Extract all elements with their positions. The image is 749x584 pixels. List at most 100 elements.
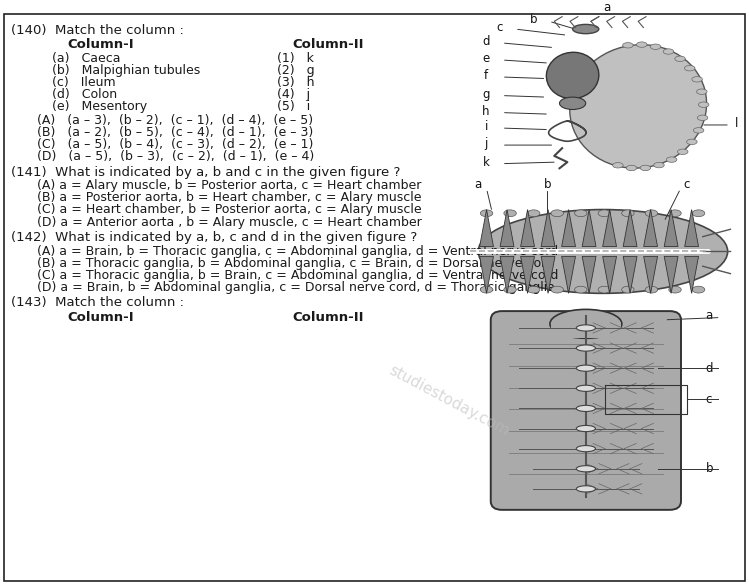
Text: c: c <box>496 21 503 34</box>
Text: b: b <box>544 179 551 192</box>
Text: (B) a = Posterior aorta, b = Heart chamber, c = Alary muscle: (B) a = Posterior aorta, b = Heart chamb… <box>37 192 422 204</box>
Ellipse shape <box>678 149 688 154</box>
FancyBboxPatch shape <box>491 311 681 510</box>
Bar <box>551 322 621 338</box>
Text: Column-I: Column-I <box>67 311 134 324</box>
Polygon shape <box>500 256 514 293</box>
Ellipse shape <box>663 49 673 54</box>
Text: a: a <box>475 179 482 192</box>
Ellipse shape <box>667 157 677 162</box>
Ellipse shape <box>697 89 707 95</box>
Polygon shape <box>685 256 699 293</box>
Ellipse shape <box>573 25 599 34</box>
Ellipse shape <box>576 446 595 452</box>
Text: (A) a = Brain, b = Thoracic ganglia, c = Abdominal ganglia, d = Ventral nerve co: (A) a = Brain, b = Thoracic ganglia, c =… <box>37 245 559 258</box>
Text: (4)   j: (4) j <box>277 88 310 101</box>
Text: g: g <box>482 88 490 100</box>
Polygon shape <box>562 210 575 246</box>
Text: e: e <box>482 52 490 65</box>
Ellipse shape <box>645 286 658 293</box>
Ellipse shape <box>576 365 595 371</box>
Text: d: d <box>482 35 490 48</box>
Text: (140)  Match the column :: (140) Match the column : <box>11 23 184 37</box>
Ellipse shape <box>551 286 563 293</box>
Text: b: b <box>530 13 537 26</box>
Text: d: d <box>706 361 713 375</box>
Ellipse shape <box>504 210 516 217</box>
Polygon shape <box>500 210 514 246</box>
Text: (D) a = Brain, b = Abdominal ganglia, c = Dorsal nerve cord, d = Thoracic gangli: (D) a = Brain, b = Abdominal ganglia, c … <box>37 281 556 294</box>
Text: (C) a = Heart chamber, b = Posterior aorta, c = Alary muscle: (C) a = Heart chamber, b = Posterior aor… <box>37 203 422 217</box>
Text: (5)   i: (5) i <box>277 100 310 113</box>
Polygon shape <box>664 210 678 246</box>
Ellipse shape <box>692 77 703 82</box>
Text: f: f <box>484 69 488 82</box>
Ellipse shape <box>576 465 595 472</box>
Ellipse shape <box>626 165 637 171</box>
Ellipse shape <box>598 210 610 217</box>
Ellipse shape <box>576 425 595 432</box>
Text: l: l <box>736 117 739 130</box>
Polygon shape <box>479 256 494 293</box>
Ellipse shape <box>669 210 682 217</box>
Ellipse shape <box>576 486 595 492</box>
Polygon shape <box>623 210 637 246</box>
Ellipse shape <box>697 115 708 120</box>
Polygon shape <box>603 210 616 246</box>
Ellipse shape <box>574 286 587 293</box>
Polygon shape <box>541 256 555 293</box>
Ellipse shape <box>622 286 634 293</box>
Polygon shape <box>479 210 494 246</box>
Text: j: j <box>485 137 488 150</box>
Text: studiestoday.com: studiestoday.com <box>386 363 512 439</box>
Text: k: k <box>482 155 490 169</box>
Ellipse shape <box>576 385 595 391</box>
Text: (B) a = Thoracic ganglia, b = Abdominal ganglia, c = Brain, d = Dorsal nerve cor: (B) a = Thoracic ganglia, b = Abdominal … <box>37 257 554 270</box>
Polygon shape <box>603 256 616 293</box>
Text: (1)   k: (1) k <box>277 52 314 65</box>
Ellipse shape <box>669 286 682 293</box>
Text: c: c <box>706 393 712 406</box>
Text: (C) a = Thoracic ganglia, b = Brain, c = Abdominal ganglia, d = Ventral nerve co: (C) a = Thoracic ganglia, b = Brain, c =… <box>37 269 559 282</box>
Ellipse shape <box>546 53 599 99</box>
Ellipse shape <box>622 210 634 217</box>
Ellipse shape <box>576 405 595 412</box>
Polygon shape <box>643 210 658 246</box>
Polygon shape <box>685 210 699 246</box>
Text: Column-II: Column-II <box>292 311 363 324</box>
Ellipse shape <box>480 210 493 217</box>
Ellipse shape <box>527 210 540 217</box>
Text: b: b <box>706 463 713 475</box>
Text: (141)  What is indicated by a, b and c in the given figure ?: (141) What is indicated by a, b and c in… <box>11 166 401 179</box>
Text: (D)   (a – 5),  (b – 3),  (c – 2),  (d – 1),  (e – 4): (D) (a – 5), (b – 3), (c – 2), (d – 1), … <box>37 150 315 163</box>
Ellipse shape <box>654 162 664 168</box>
Ellipse shape <box>694 128 704 133</box>
Text: (C)   (a – 5),  (b – 4),  (c – 3),  (d – 2),  (e – 1): (C) (a – 5), (b – 4), (c – 3), (d – 2), … <box>37 138 314 151</box>
Ellipse shape <box>570 45 706 168</box>
Polygon shape <box>582 210 596 246</box>
Polygon shape <box>521 210 535 246</box>
Ellipse shape <box>574 210 587 217</box>
Text: (3)   h: (3) h <box>277 77 315 89</box>
Ellipse shape <box>576 345 595 351</box>
Ellipse shape <box>692 210 705 217</box>
Text: (D) a = Anterior aorta , b = Alary muscle, c = Heart chamber: (D) a = Anterior aorta , b = Alary muscl… <box>37 215 422 228</box>
Text: (143)  Match the column :: (143) Match the column : <box>11 296 184 309</box>
Ellipse shape <box>550 310 622 338</box>
Ellipse shape <box>698 102 709 107</box>
Ellipse shape <box>504 286 516 293</box>
Text: h: h <box>482 105 490 117</box>
Ellipse shape <box>478 210 727 293</box>
Text: (d)   Colon: (d) Colon <box>52 88 118 101</box>
Ellipse shape <box>685 65 695 71</box>
Ellipse shape <box>527 286 540 293</box>
Ellipse shape <box>640 165 651 171</box>
Ellipse shape <box>637 42 647 47</box>
Polygon shape <box>623 256 637 293</box>
Ellipse shape <box>687 139 697 145</box>
Text: (A) a = Alary muscle, b = Posterior aorta, c = Heart chamber: (A) a = Alary muscle, b = Posterior aort… <box>37 179 422 192</box>
Text: i: i <box>485 120 488 133</box>
Text: (A)   (a – 3),  (b – 2),  (c – 1),  (d – 4),  (e – 5): (A) (a – 3), (b – 2), (c – 1), (d – 4), … <box>37 114 314 127</box>
Polygon shape <box>541 210 555 246</box>
Polygon shape <box>643 256 658 293</box>
